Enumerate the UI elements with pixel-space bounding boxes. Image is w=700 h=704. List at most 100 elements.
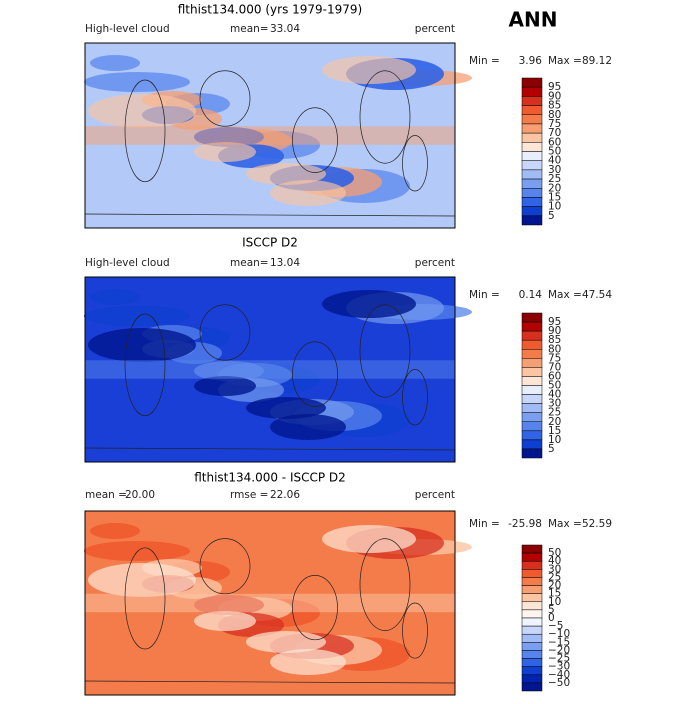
colorbar-box [521,376,543,386]
stat-label: mean= [230,23,269,35]
stat-label: mean= [230,257,269,269]
colorbar-box [521,132,543,143]
colorbar-label: 40 [548,555,561,567]
min-label: Min = [469,289,500,301]
colorbar-box [521,609,543,619]
map-shading [88,94,196,128]
variable-label: High-level cloud [85,23,170,35]
colorbar-box [521,349,543,359]
map-shading [88,328,196,362]
colorbar-box [521,642,543,651]
colorbar-label: 10 [548,201,561,213]
map-shading [246,397,326,419]
colorbar-label: 30 [548,164,561,176]
colorbar-label: 25 [548,407,561,419]
coastline [292,107,338,173]
colorbar-box [521,577,543,586]
map-shading [84,306,190,326]
coastline [199,70,251,127]
colorbar-box [521,439,543,450]
colorbar-label: 25 [548,173,561,185]
colorbar-box [521,321,543,332]
colorbar-label: 20 [548,182,561,194]
stat-label: mean = [85,489,127,501]
colorbar-label: 25 [548,571,561,583]
colorbar-box [521,215,543,226]
colorbar-box [521,650,543,659]
colorbar-box [521,430,543,441]
colorbar-label: 20 [548,416,561,428]
colorbar-label: 90 [548,90,561,102]
max-value: 89.12 [582,55,612,67]
colorbar-label: 40 [548,155,561,167]
colorbar-label: 0 [548,612,555,624]
colorbar-box [521,339,543,350]
max-value: 47.54 [582,289,612,301]
colorbar-box [521,188,543,198]
map-shading [322,525,416,553]
coastline [124,313,166,417]
map-shading [90,55,140,71]
colorbar-box [521,412,543,422]
colorbar-box [521,625,543,635]
min-value: 3.96 [519,55,543,67]
colorbar-box [521,312,543,323]
colorbar-box [521,560,543,570]
colorbar-box [521,544,543,554]
map-shading [90,523,140,539]
min-label: Min = [469,55,500,67]
colorbar-box [521,403,543,413]
colorbar-label: −25 [548,653,570,665]
colorbar-box [521,421,543,432]
tropical-band [85,593,455,613]
coastline [359,70,411,164]
coastline [402,369,428,426]
colorbar-box [521,601,543,611]
coastline [124,79,166,183]
max-label: Max = [548,518,582,530]
stat-label: rmse = [230,489,268,501]
stat-value: 20.00 [125,489,155,501]
map [84,276,472,463]
colorbar-label: −30 [548,661,570,673]
colorbar-label: 85 [548,334,561,346]
coastline [359,538,411,631]
season-label: ANN [509,8,558,32]
map-shading [270,180,346,206]
colorbar-box [521,617,543,627]
colorbar-label: 50 [548,380,561,392]
colorbar-label: 15 [548,588,561,600]
colorbar-label: 10 [548,596,561,608]
max-value: 52.59 [582,518,612,530]
colorbar-box [521,552,543,562]
colorbar-box [521,633,543,643]
colorbar-label: 5 [548,210,555,222]
colorbar-box [521,105,543,115]
colorbar-label: 60 [548,136,561,148]
colorbar-label: −10 [548,628,570,640]
colorbar-label: 50 [548,146,561,158]
colorbar-box [521,86,543,97]
panel-title: ISCCP D2 [242,236,298,250]
colorbar-label: 75 [548,352,561,364]
colorbar-label: 90 [548,325,561,337]
units-label: percent [415,489,455,501]
max-label: Max = [548,55,582,67]
map-shading [322,56,416,84]
colorbar-label: 10 [548,434,561,446]
coastline [124,547,166,650]
map-shading [246,163,326,185]
colorbar-box [521,569,543,578]
colorbar-box [521,585,543,594]
variable-label: High-level cloud [85,257,170,269]
colorbar-box [521,123,543,134]
colorbar-label: 70 [548,361,561,373]
stat-value: 33.04 [270,23,300,35]
antarctic-coast [84,680,456,684]
colorbar-box [521,160,543,171]
tropical-band [85,360,455,379]
colorbar-label: 5 [548,604,555,616]
map-shading [194,611,256,631]
map-shading [246,631,326,653]
colorbar-label: 30 [548,398,561,410]
